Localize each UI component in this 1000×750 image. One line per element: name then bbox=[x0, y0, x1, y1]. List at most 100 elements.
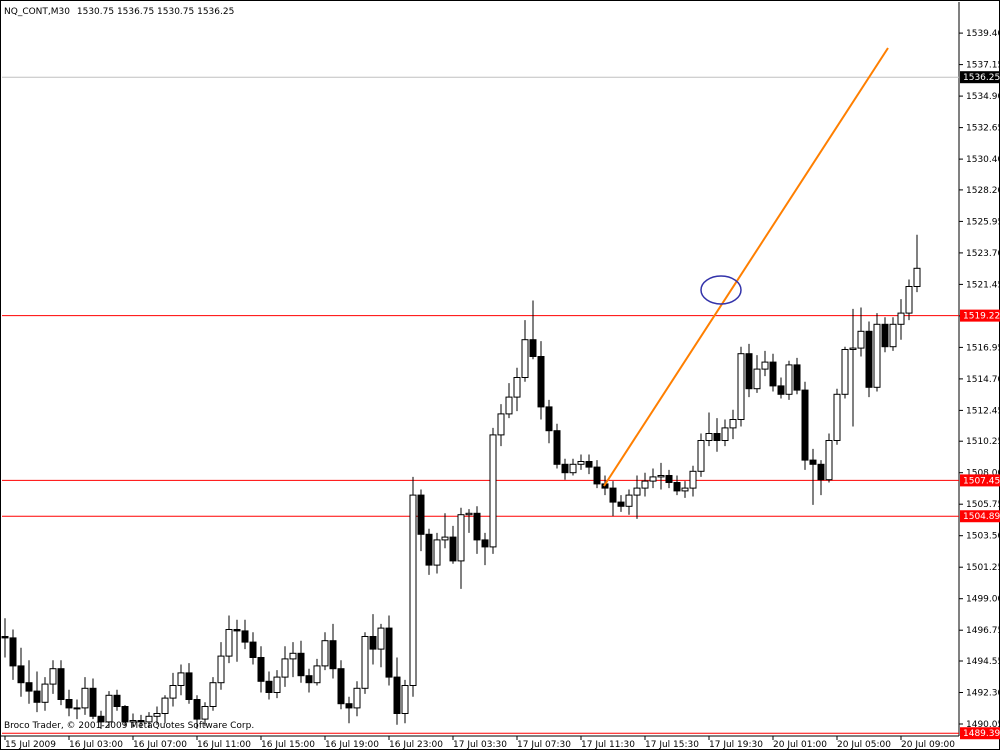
candle bbox=[9, 629, 17, 680]
candle bbox=[177, 664, 185, 696]
candle-body-up bbox=[433, 539, 441, 566]
y-tick-label: 1496.75 bbox=[966, 626, 1000, 636]
candle bbox=[753, 355, 761, 393]
candle-body-up bbox=[313, 665, 321, 684]
candle bbox=[665, 469, 673, 489]
candle-body-down bbox=[545, 406, 553, 432]
y-tick-label: 1508.00 bbox=[966, 469, 1000, 479]
candle-body-down bbox=[57, 668, 65, 701]
candle-body-down bbox=[297, 652, 305, 677]
candle-body-down bbox=[121, 706, 129, 723]
candle-body-down bbox=[561, 463, 569, 474]
candle-body-down bbox=[385, 627, 393, 678]
y-tick-label: 1539.40 bbox=[966, 29, 1000, 39]
candle bbox=[721, 419, 729, 447]
candle-body-down bbox=[9, 637, 17, 667]
candle-body-up bbox=[729, 419, 737, 429]
candle bbox=[129, 713, 137, 728]
candle bbox=[545, 399, 553, 444]
candle bbox=[681, 481, 689, 498]
candle bbox=[113, 689, 121, 711]
candle-body-up bbox=[521, 339, 529, 379]
candle bbox=[425, 528, 433, 575]
candle bbox=[137, 714, 145, 728]
candle-body-up bbox=[177, 672, 185, 687]
y-tick-label: 1510.25 bbox=[966, 437, 1000, 447]
candle bbox=[433, 532, 441, 574]
candle bbox=[649, 468, 657, 489]
y-tick-label: 1494.55 bbox=[966, 657, 1000, 667]
trendline bbox=[603, 47, 889, 487]
highlight-ellipse bbox=[700, 275, 742, 305]
candle bbox=[201, 702, 209, 727]
candle bbox=[321, 632, 329, 671]
candle bbox=[385, 615, 393, 686]
candle-body-up bbox=[689, 470, 697, 489]
candle bbox=[417, 489, 425, 552]
candle bbox=[465, 509, 473, 533]
candle bbox=[801, 381, 809, 470]
candle bbox=[145, 712, 153, 728]
candle bbox=[17, 647, 25, 697]
candle bbox=[585, 454, 593, 475]
candle-body-up bbox=[737, 353, 745, 421]
candle-body-down bbox=[585, 461, 593, 468]
candle-body-up bbox=[761, 361, 769, 370]
candle bbox=[449, 525, 457, 564]
candle-body-up bbox=[625, 494, 633, 507]
candle-body-up bbox=[825, 440, 833, 481]
level-label: 1489.39 bbox=[963, 729, 1000, 739]
candle-body-down bbox=[17, 665, 25, 684]
candle-body-down bbox=[257, 657, 265, 682]
candle bbox=[777, 377, 785, 399]
candle-body-up bbox=[289, 652, 297, 660]
candle bbox=[673, 475, 681, 496]
candle bbox=[73, 699, 81, 720]
candle-body-up bbox=[697, 440, 705, 472]
candle-body-up bbox=[73, 707, 81, 710]
level-label: 1519.22 bbox=[963, 312, 1000, 322]
candle bbox=[265, 671, 273, 700]
candle bbox=[881, 317, 889, 353]
candle-body-down bbox=[673, 482, 681, 492]
candle bbox=[905, 279, 913, 321]
candle-body-down bbox=[449, 536, 457, 562]
candle-body-down bbox=[1, 636, 9, 639]
candle-body-down bbox=[665, 475, 673, 483]
candle bbox=[841, 346, 849, 399]
candle-body-down bbox=[33, 690, 41, 703]
candle-body-down bbox=[345, 703, 353, 709]
candle-body-up bbox=[209, 682, 217, 708]
candle bbox=[857, 307, 865, 357]
candle-body-up bbox=[465, 512, 473, 516]
candles bbox=[1, 234, 921, 729]
candle bbox=[65, 689, 73, 717]
y-tick-label: 1525.95 bbox=[966, 217, 1000, 227]
candle bbox=[297, 640, 305, 683]
candle-body-down bbox=[593, 466, 601, 485]
candle-body-down bbox=[337, 668, 345, 705]
candle-body-down bbox=[89, 687, 97, 717]
candle-body-up bbox=[505, 396, 513, 415]
candle bbox=[577, 454, 585, 470]
candle-body-down bbox=[809, 459, 817, 465]
candle bbox=[409, 476, 417, 697]
candle bbox=[313, 658, 321, 686]
candle bbox=[489, 427, 497, 554]
x-tick-label: 20 Jul 05:00 bbox=[837, 740, 891, 750]
copyright-text: Broco Trader, © 2001-2009 MetaQuotes Sof… bbox=[4, 721, 254, 731]
candle bbox=[281, 646, 289, 687]
candle-body-up bbox=[577, 461, 585, 465]
candle-body-up bbox=[489, 434, 497, 548]
y-tick-label: 1514.70 bbox=[966, 375, 1000, 385]
candle-body-down bbox=[249, 641, 257, 658]
candle bbox=[729, 409, 737, 440]
candle bbox=[345, 696, 353, 724]
candle bbox=[289, 642, 297, 678]
y-tick-label: 1530.40 bbox=[966, 155, 1000, 165]
candle bbox=[153, 706, 161, 725]
x-tick-label: 16 Jul 15:00 bbox=[261, 740, 315, 750]
candle-body-down bbox=[305, 675, 313, 684]
y-tick-label: 1537.15 bbox=[966, 61, 1000, 71]
